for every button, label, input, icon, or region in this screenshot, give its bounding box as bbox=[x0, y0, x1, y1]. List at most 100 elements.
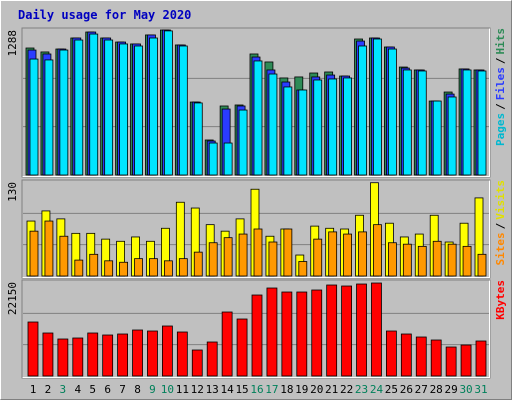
plot-bevel bbox=[22, 180, 490, 278]
bar bbox=[44, 220, 54, 277]
x-tick-label: 5 bbox=[89, 383, 96, 396]
bar bbox=[221, 311, 233, 377]
bar bbox=[268, 241, 278, 277]
bar bbox=[328, 78, 338, 176]
bar bbox=[223, 142, 233, 176]
x-tick-label: 22 bbox=[340, 383, 353, 396]
x-tick-label: 1 bbox=[30, 383, 37, 396]
bar bbox=[42, 332, 54, 377]
legend: Sites / Visits bbox=[494, 180, 507, 266]
plot-bevel bbox=[22, 280, 490, 378]
bar bbox=[149, 37, 158, 176]
bar bbox=[373, 38, 382, 176]
x-tick-label: 3 bbox=[60, 383, 67, 396]
bar bbox=[371, 282, 382, 377]
bar bbox=[373, 224, 382, 277]
x-tick-label: 20 bbox=[310, 383, 323, 396]
bar bbox=[44, 59, 54, 176]
legend-entry: Sites bbox=[494, 232, 507, 265]
bar bbox=[191, 349, 203, 377]
x-tick-label: 15 bbox=[235, 383, 248, 396]
bar bbox=[313, 238, 323, 277]
x-tick-label: 19 bbox=[295, 383, 308, 396]
bar bbox=[134, 45, 143, 176]
x-tick-label: 14 bbox=[221, 383, 235, 396]
legend-separator: / bbox=[494, 222, 507, 229]
legend-separator: / bbox=[494, 57, 507, 64]
x-tick-label: 25 bbox=[385, 383, 398, 396]
bar bbox=[356, 283, 367, 377]
bar bbox=[193, 102, 203, 176]
x-tick-label: 12 bbox=[191, 383, 204, 396]
bar bbox=[253, 228, 263, 277]
bar bbox=[238, 109, 248, 176]
bar bbox=[176, 331, 188, 377]
bar bbox=[343, 77, 353, 176]
bar bbox=[432, 240, 442, 277]
bar bbox=[104, 260, 114, 277]
bar bbox=[29, 58, 39, 176]
x-tick-label: 29 bbox=[445, 383, 458, 396]
x-tick-label: 23 bbox=[355, 383, 368, 396]
y-tick-label: 1288 bbox=[6, 30, 19, 57]
bar bbox=[358, 231, 367, 277]
bar bbox=[343, 233, 353, 277]
bar bbox=[253, 60, 263, 176]
y-tick-label: 130 bbox=[6, 182, 19, 202]
legend: KBytes bbox=[494, 280, 507, 320]
bar bbox=[415, 336, 427, 377]
x-tick-label: 24 bbox=[370, 383, 384, 396]
bar bbox=[163, 260, 173, 277]
chart-title: Daily usage for May 2020 bbox=[18, 8, 191, 22]
bar bbox=[87, 332, 99, 377]
bar bbox=[251, 294, 263, 377]
x-tick-label: 16 bbox=[250, 383, 263, 396]
x-tick-label: 30 bbox=[459, 383, 472, 396]
legend-entry: Pages bbox=[494, 113, 507, 146]
bar bbox=[178, 45, 188, 176]
bar bbox=[27, 321, 39, 377]
bar bbox=[117, 333, 128, 377]
bar bbox=[477, 253, 487, 277]
bar bbox=[74, 39, 84, 176]
x-tick-label: 2 bbox=[45, 383, 52, 396]
bar bbox=[132, 329, 143, 377]
bar bbox=[387, 48, 397, 176]
bar bbox=[238, 233, 248, 277]
bar bbox=[296, 291, 308, 377]
bar bbox=[163, 30, 173, 176]
bar bbox=[208, 142, 218, 176]
bar bbox=[400, 333, 412, 377]
bar bbox=[102, 334, 114, 377]
y-tick-label: 22150 bbox=[6, 282, 19, 315]
bar bbox=[74, 259, 84, 277]
legend: Pages / Files / Hits bbox=[494, 28, 507, 146]
bar bbox=[462, 245, 472, 277]
x-tick-label: 9 bbox=[149, 383, 156, 396]
bar bbox=[104, 39, 114, 176]
bar bbox=[223, 237, 233, 277]
bar bbox=[402, 69, 412, 176]
bar bbox=[149, 258, 158, 277]
bar bbox=[387, 242, 397, 277]
bar bbox=[460, 344, 472, 377]
bar bbox=[59, 235, 69, 277]
bar bbox=[236, 318, 248, 377]
bar bbox=[447, 96, 457, 176]
bar bbox=[89, 33, 99, 176]
bar bbox=[193, 251, 203, 277]
x-tick-label: 28 bbox=[430, 383, 443, 396]
bar bbox=[119, 261, 128, 277]
bar bbox=[445, 346, 457, 377]
bar bbox=[206, 341, 218, 377]
x-tick-label: 6 bbox=[104, 383, 111, 396]
legend-entry: Visits bbox=[494, 180, 507, 220]
bar bbox=[147, 330, 158, 377]
bar bbox=[134, 258, 143, 277]
x-tick-label: 11 bbox=[176, 383, 189, 396]
x-tick-label: 10 bbox=[161, 383, 174, 396]
bar bbox=[29, 230, 39, 277]
legend-separator: / bbox=[494, 103, 507, 110]
x-tick-label: 21 bbox=[325, 383, 338, 396]
